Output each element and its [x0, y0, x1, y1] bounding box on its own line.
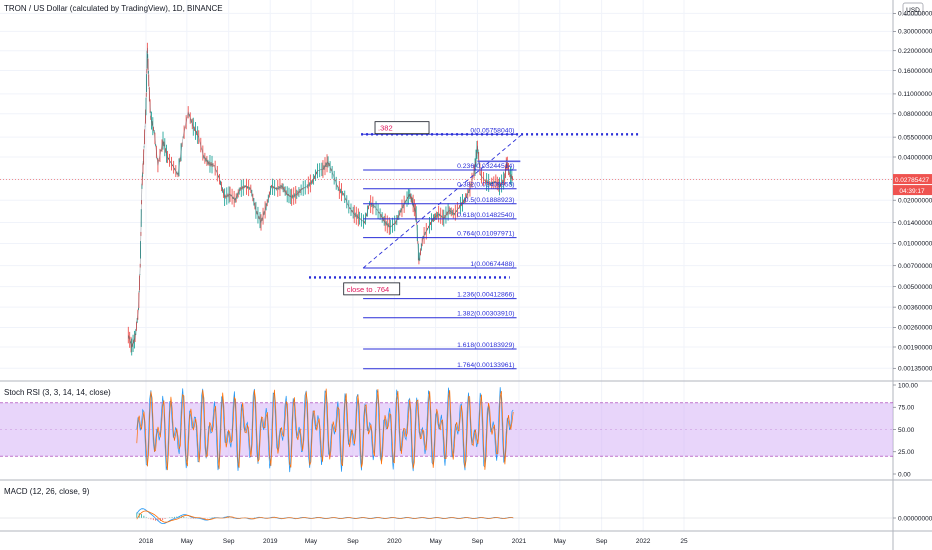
price-tick-label: 0.00700000: [898, 263, 932, 270]
stoch-axis[interactable]: 100.00 75.00 50.00 25.00 0.00: [893, 382, 918, 478]
price-tick-label: 0.00135000: [898, 366, 932, 373]
last-price-tag: 0.02785427 04:39:17: [893, 174, 932, 196]
time-tick-label: Sep: [472, 538, 484, 545]
fib-level-label: 0.5(0.01888923): [465, 197, 515, 204]
time-tick-label: 25: [680, 538, 688, 545]
price-series: [0, 42, 893, 356]
time-tick-label: 2018: [139, 538, 154, 545]
time-tick-label: 2019: [263, 538, 278, 545]
price-tick-label: 0.05500000: [898, 134, 932, 141]
price-tick-label: 0.40000000: [898, 11, 932, 18]
macd-title: MACD (12, 26, close, 9): [4, 487, 90, 496]
macd-pane: [0, 508, 893, 524]
stoch-k-line: [136, 387, 514, 473]
stoch-tick-label: 25.00: [898, 449, 915, 456]
price-tick-label: 0.01000000: [898, 241, 932, 248]
macd-axis[interactable]: 0.00000000: [893, 515, 932, 522]
currency-badge-label: USD: [906, 7, 920, 14]
price-tick-label: 0.00260000: [898, 325, 932, 332]
stoch-tick-label: 100.00: [898, 382, 918, 389]
time-tick-label: May: [305, 538, 318, 545]
fib-level-label: 1.764(0.00133961): [457, 362, 514, 369]
macd-tick-label: 0.00000000: [898, 515, 932, 522]
fib-level-label: 0(0.05758040): [470, 127, 514, 134]
fib-level-label: 0.382(0.02405955): [457, 182, 514, 189]
chart-annotations: .382 close to .764: [343, 121, 430, 296]
time-tick-label: May: [181, 538, 194, 545]
price-tick-label: 0.08000000: [898, 111, 932, 118]
price-tick-label: 0.22000000: [898, 48, 932, 55]
fib-level-label: 1.618(0.00183929): [457, 342, 514, 349]
time-tick-label: Sep: [223, 538, 235, 545]
price-tick-label: 0.00190000: [898, 344, 932, 351]
time-tick-label: Sep: [596, 538, 608, 545]
stoch-tick-label: 0.00: [898, 471, 911, 478]
price-tick-label: 0.00360000: [898, 304, 932, 311]
countdown-label: 04:39:17: [899, 188, 925, 195]
stoch-d-line: [136, 388, 514, 471]
time-tick-label: Sep: [347, 538, 359, 545]
price-tick-label: 0.04000000: [898, 154, 932, 161]
price-tick-label: 0.16000000: [898, 68, 932, 75]
chart-drawings[interactable]: [308, 133, 640, 279]
last-price-label: 0.02785427: [895, 177, 930, 184]
price-tick-label: 0.11000000: [898, 91, 932, 98]
time-tick-label: May: [554, 538, 567, 545]
currency-badge[interactable]: USD: [902, 2, 924, 16]
fib-level-label: 1(0.00674488): [470, 261, 514, 268]
fib-level-label: 0.618(0.01482540): [457, 212, 514, 219]
time-tick-label: 2022: [636, 538, 651, 545]
stoch-rsi-title: Stoch RSI (3, 3, 14, 14, close): [4, 388, 111, 397]
annotation-text: .382: [378, 124, 393, 133]
annotation-box: [374, 121, 430, 135]
stoch-rsi-pane: [0, 387, 893, 473]
price-tick-label: 0.02000000: [898, 198, 932, 205]
stoch-tick-label: 50.00: [898, 427, 915, 434]
price-tick-label: 0.01400000: [898, 220, 932, 227]
time-tick-label: May: [429, 538, 442, 545]
annotation-box: [343, 282, 401, 296]
price-line: [128, 47, 514, 348]
fib-level-label: 0.764(0.01097971): [457, 231, 514, 238]
fib-level-label: 1.382(0.00303910): [457, 311, 514, 318]
price-tick-label: 0.00500000: [898, 284, 932, 291]
annotation-text: close to .764: [347, 285, 390, 294]
macd-signal-line: [136, 510, 514, 523]
fib-level-label: 0.236(0.03244514): [457, 163, 514, 170]
time-tick-label: 2021: [512, 538, 527, 545]
price-axis[interactable]: 0.40000000 0.30000000 0.22000000 0.16000000…: [893, 11, 932, 373]
stoch-tick-label: 75.00: [898, 405, 915, 412]
time-axis[interactable]: 2018 May Sep 2019 May Sep 2020 May Sep 2021 May Sep…: [139, 538, 688, 545]
price-tick-label: 0.30000000: [898, 29, 932, 36]
time-tick-label: 2020: [387, 538, 402, 545]
fib-retracement[interactable]: 0(0.05758040) 0.236(0.03244514) 0.382(0.02…: [363, 127, 517, 370]
chart-title: TRON / US Dollar (calculated by TradingV…: [4, 4, 223, 13]
fib-level-label: 1.236(0.00412866): [457, 292, 514, 299]
